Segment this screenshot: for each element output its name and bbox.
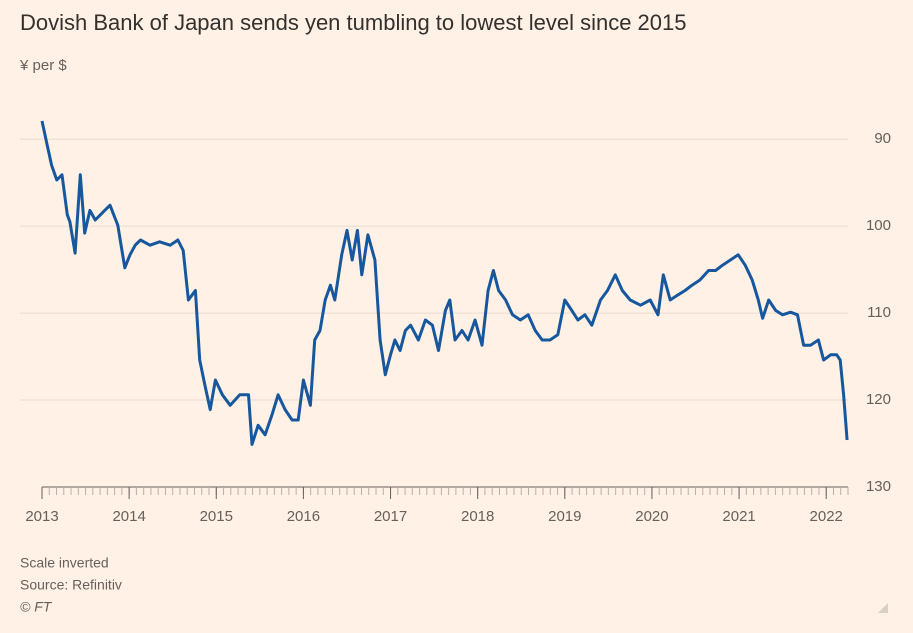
subtitle: ¥ per $ xyxy=(19,57,67,74)
y-tick-label: 100 xyxy=(866,217,891,234)
x-tick-label: 2017 xyxy=(374,508,407,525)
x-tick-label: 2015 xyxy=(200,508,233,525)
x-tick-label: 2018 xyxy=(461,508,494,525)
y-tick-label: 110 xyxy=(867,304,891,321)
x-tick-label: 2019 xyxy=(548,508,581,525)
x-tick-label: 2014 xyxy=(112,508,145,525)
y-tick-label: 120 xyxy=(866,391,891,408)
x-tick-label: 2020 xyxy=(635,508,668,525)
y-tick-label: 130 xyxy=(866,478,891,495)
x-tick-label: 2022 xyxy=(810,508,843,525)
resize-handle xyxy=(878,603,888,613)
source: Source: Refinitiv xyxy=(20,577,122,593)
note: Scale inverted xyxy=(20,555,109,571)
line-series xyxy=(40,120,849,446)
x-tick-label: 2021 xyxy=(722,508,755,525)
x-tick-label: 2013 xyxy=(25,508,58,525)
credit: © FT xyxy=(20,599,53,615)
x-tick-label: 2016 xyxy=(287,508,320,525)
chart-title: Dovish Bank of Japan sends yen tumbling … xyxy=(20,10,687,35)
y-tick-label: 90 xyxy=(874,130,891,147)
